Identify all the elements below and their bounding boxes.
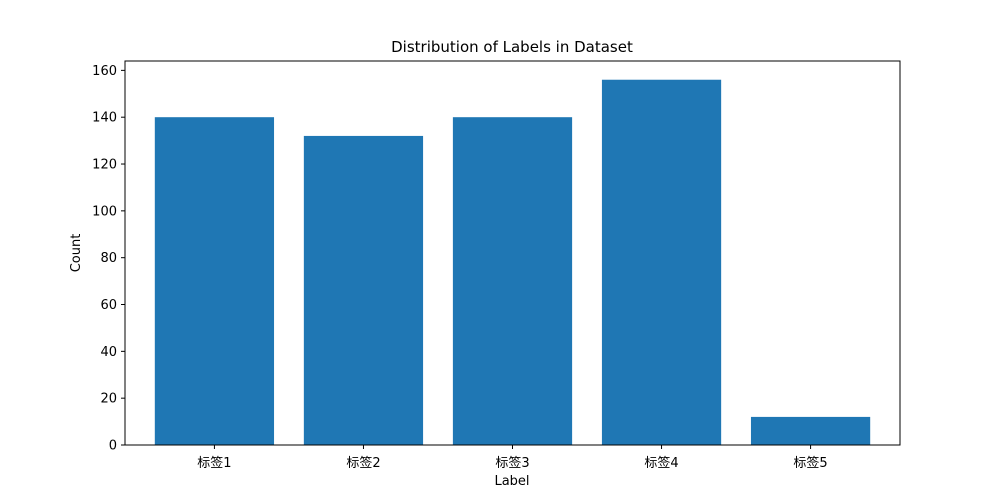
x-tick-label: 标签1 [197, 455, 231, 471]
y-tick-label: 40 [100, 345, 117, 360]
y-tick-label: 100 [92, 204, 117, 219]
y-tick-label: 20 [100, 392, 117, 407]
x-axis-ticks: 标签1 标签2 标签3 标签4 标签5 [197, 445, 828, 471]
chart-title: Distribution of Labels in Dataset [391, 38, 633, 56]
y-tick-label: 120 [92, 158, 117, 173]
bar-5 [750, 416, 871, 445]
bar-1 [154, 117, 275, 445]
y-axis-label: Count [69, 234, 84, 273]
bar-2 [303, 135, 424, 446]
bar-3 [452, 117, 573, 445]
plot-frame [124, 60, 901, 446]
bars-group [154, 79, 871, 446]
x-axis-label: Label [494, 474, 529, 489]
x-tick-label: 标签5 [793, 455, 827, 471]
y-tick-label: 60 [100, 298, 117, 313]
y-axis-ticks: 0 20 40 60 80 100 120 140 160 [92, 64, 125, 454]
bar-4 [601, 79, 722, 446]
x-tick-label: 标签3 [495, 455, 529, 471]
y-tick-label: 0 [109, 439, 117, 454]
x-tick-label: 标签2 [346, 455, 380, 471]
y-tick-label: 160 [92, 64, 117, 79]
y-tick-label: 80 [100, 251, 117, 266]
x-tick-label: 标签4 [644, 455, 678, 471]
y-tick-label: 140 [92, 111, 117, 126]
